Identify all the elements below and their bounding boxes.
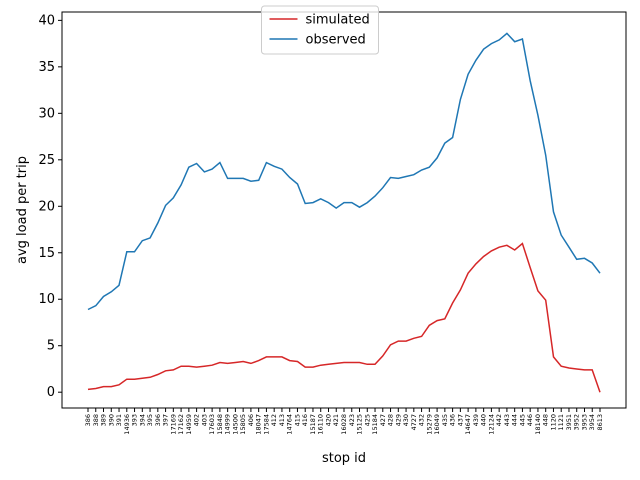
x-tick-label: 16049: [433, 414, 441, 435]
x-tick-label: 415: [293, 414, 301, 426]
x-tick-label: 403: [200, 414, 208, 426]
x-tick-label: 14764: [286, 414, 294, 435]
x-tick-label: 12124: [487, 414, 495, 435]
legend-label: simulated: [306, 13, 370, 28]
y-tick-label: 10: [38, 292, 55, 307]
x-tick-label: 413: [278, 414, 286, 426]
x-tick-label: 393: [131, 414, 139, 426]
x-tick-label: 17603: [208, 414, 216, 435]
x-tick-label: 395: [146, 414, 154, 426]
x-tick-label: 15279: [425, 414, 433, 435]
x-tick-label: 1121: [557, 414, 565, 431]
legend-label: observed: [306, 33, 366, 48]
x-tick-label: 390: [107, 414, 115, 426]
x-tick-label: 428: [387, 414, 395, 426]
x-tick-label: 412: [270, 414, 278, 426]
x-tick-label: 17584: [262, 414, 270, 435]
x-tick-label: 15187: [309, 414, 317, 435]
x-tick-label: 14936: [123, 414, 131, 435]
y-tick-label: 35: [38, 60, 55, 75]
series-line: [87, 242, 601, 393]
x-tick-label: 406: [247, 414, 255, 426]
y-tick-label: 20: [38, 199, 55, 214]
x-tick-label: 14647: [464, 414, 472, 435]
y-tick-label: 0: [47, 385, 55, 400]
y-axis-label: avg load per trip: [15, 156, 30, 264]
x-tick-label: 389: [100, 414, 108, 426]
x-axis-label: stop id: [322, 451, 366, 466]
x-tick-label: 445: [518, 414, 526, 426]
x-tick-label: 416: [301, 414, 309, 426]
x-tick-label: 442: [495, 414, 503, 426]
x-tick-label: 432: [418, 414, 426, 426]
y-tick-label: 5: [47, 339, 55, 354]
y-tick-label: 30: [38, 106, 55, 121]
x-tick-label: 397: [162, 414, 170, 426]
x-tick-label: 435: [441, 414, 449, 426]
x-tick-label: 15805: [239, 414, 247, 435]
legend-box: [261, 5, 379, 55]
x-tick-label: 440: [480, 414, 488, 426]
x-tick-label: 14959: [185, 414, 193, 435]
x-tick-label: 421: [332, 414, 340, 426]
plot-frame: [61, 11, 627, 409]
x-tick-label: 18140: [534, 414, 542, 435]
x-tick-label: 386: [84, 414, 92, 426]
x-tick-label: 15184: [371, 414, 379, 435]
x-tick-label: 17169: [169, 414, 177, 435]
x-tick-label: 423: [348, 414, 356, 426]
x-tick-label: 16028: [340, 414, 348, 435]
x-tick-label: 3952: [573, 414, 581, 431]
x-tick-label: 18047: [255, 414, 263, 435]
x-tick-label: 429: [394, 414, 402, 426]
x-tick-label: 3954: [588, 414, 596, 431]
x-tick-label: 8613: [596, 414, 604, 431]
x-tick-label: 15848: [216, 414, 224, 435]
x-tick-label: 436: [449, 414, 457, 426]
x-tick-label: 1120: [549, 414, 557, 431]
x-tick-label: 3953: [580, 414, 588, 431]
x-tick-label: 446: [526, 414, 534, 426]
x-tick-label: 394: [138, 414, 146, 426]
x-tick-label: 439: [472, 414, 480, 426]
x-tick-label: 14500: [231, 414, 239, 435]
legend: simulated observed: [261, 5, 379, 55]
x-tick-label: 15125: [356, 414, 364, 435]
x-tick-label: 388: [92, 414, 100, 426]
x-tick-label: 17162: [177, 414, 185, 435]
x-tick-label: 425: [363, 414, 371, 426]
y-tick-label: 15: [38, 246, 55, 261]
x-tick-label: 420: [324, 414, 332, 426]
x-tick-label: 430: [402, 414, 410, 426]
x-tick-label: 16110: [317, 414, 325, 435]
x-tick-label: 437: [456, 414, 464, 426]
x-tick-label: 3951: [565, 414, 573, 431]
y-tick-label: 25: [38, 153, 55, 168]
x-tick-label: 402: [193, 414, 201, 426]
x-tick-label: 391: [115, 414, 123, 426]
y-tick-label: 40: [38, 13, 55, 28]
x-tick-label: 443: [503, 414, 511, 426]
x-tick-label: 4727: [410, 414, 418, 431]
x-tick-label: 427: [379, 414, 387, 426]
x-tick-label: 396: [154, 414, 162, 426]
x-tick-label: 444: [511, 414, 519, 426]
x-tick-label: 14999: [224, 414, 232, 435]
x-tick-label: 448: [542, 414, 550, 426]
series-line: [87, 32, 601, 311]
